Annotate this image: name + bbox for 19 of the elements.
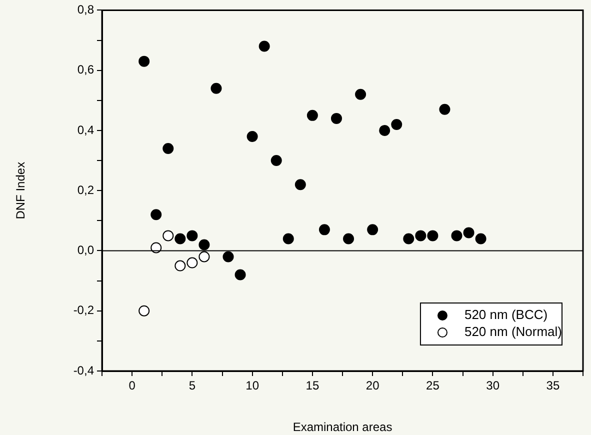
y-tick-label: -0,4 bbox=[73, 363, 94, 378]
x-tick-label: 0 bbox=[128, 378, 136, 393]
x-tick-label: 25 bbox=[426, 378, 440, 393]
y-tick-label: 0,6 bbox=[77, 62, 94, 77]
y-tick-label: -0,2 bbox=[73, 303, 94, 318]
x-axis-title: Examination areas bbox=[292, 420, 392, 434]
y-tick-label: 0,0 bbox=[77, 243, 94, 258]
x-tick-label: 30 bbox=[486, 378, 500, 393]
x-tick-label: 35 bbox=[546, 378, 560, 393]
x-tick-label: 10 bbox=[246, 378, 260, 393]
x-tick-label: 20 bbox=[366, 378, 380, 393]
y-tick-label: 0,8 bbox=[77, 2, 94, 17]
legend-label: 520 nm (Normal) bbox=[464, 324, 562, 340]
y-tick-label: 0,2 bbox=[77, 182, 94, 197]
y-axis-title: DNF Index bbox=[14, 162, 28, 220]
legend-label: 520 nm (BCC) bbox=[464, 307, 548, 322]
x-tick-label: 5 bbox=[188, 378, 196, 393]
x-tick-label: 15 bbox=[306, 378, 320, 393]
y-tick-label: 0,4 bbox=[77, 122, 94, 137]
